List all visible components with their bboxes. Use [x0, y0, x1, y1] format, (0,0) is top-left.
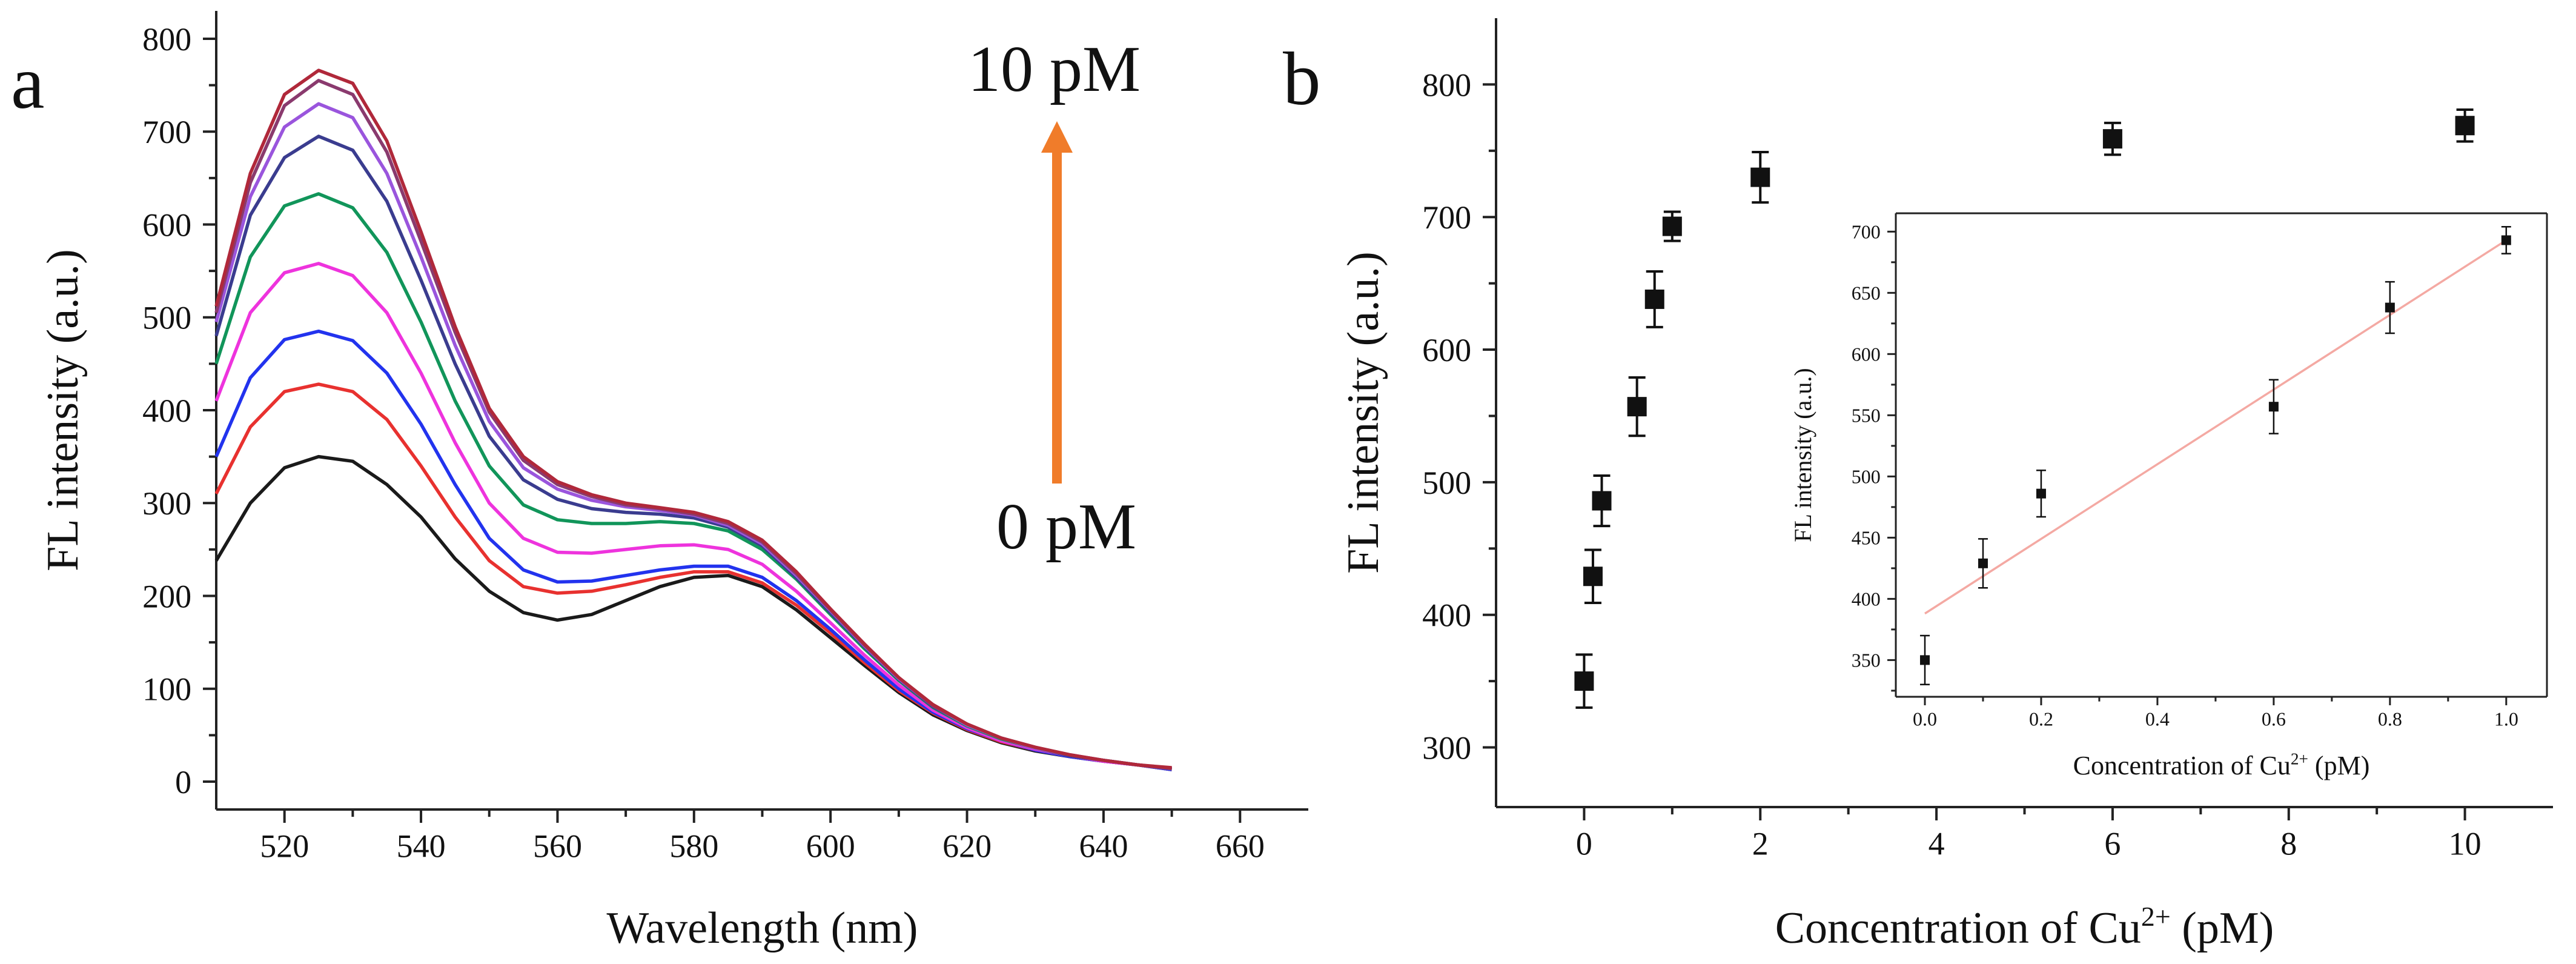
y-tick-label: 700 — [142, 114, 191, 150]
spectrum-line-6-pM — [214, 79, 1172, 771]
x-axis-label: Wavelength (nm) — [607, 903, 918, 953]
x-tick-label: 0.8 — [2378, 708, 2402, 730]
x-tick-label: 8 — [2280, 826, 2297, 862]
data-point — [2455, 116, 2475, 136]
data-point — [1750, 167, 1770, 187]
y-tick-label: 600 — [1422, 332, 1471, 368]
panel-b-letter: b — [1283, 38, 1321, 121]
y-tick-label: 300 — [1422, 730, 1471, 766]
x-tick-label: 560 — [533, 828, 582, 865]
data-point — [1592, 491, 1612, 511]
inset-data-point — [1919, 655, 1930, 665]
y-tick-label: 400 — [142, 393, 191, 429]
data-point — [1574, 671, 1594, 691]
x-tick-label: 0.4 — [2145, 708, 2170, 730]
x-tick-label: 520 — [260, 828, 309, 865]
data-point — [2102, 129, 2122, 149]
inset-chart: 0.0 0.2 0.4 0.6 0.8 1.0 350 400 450 500 550 600 650 7… — [1789, 212, 2548, 780]
inset-y-axis-label: FL intensity (a.u.) — [1789, 368, 1816, 542]
inset-data-point — [1978, 558, 1988, 568]
y-axis-label: FL intensity (a.u.) — [38, 249, 88, 571]
increase-arrow-icon — [1041, 121, 1073, 484]
annotation-10pm: 10 pM — [968, 33, 1141, 105]
y-axis-label: FL intensity (a.u.) — [1339, 251, 1388, 574]
y-tick-label: 650 — [1852, 282, 1881, 304]
x-tick-label: 0.2 — [2029, 708, 2053, 730]
y-tick-label: 500 — [142, 300, 191, 336]
annotation-0pm: 0 pM — [996, 491, 1136, 563]
spectrum-line-1-pM — [214, 135, 1172, 771]
x-tick-label: 600 — [806, 828, 855, 865]
y-tick-label: 200 — [142, 578, 191, 614]
y-tick-label: 400 — [1852, 588, 1881, 610]
y-tick-label: 350 — [1852, 650, 1881, 671]
inset-x-axis-label: Concentration of Cu2+ (pM) — [2073, 750, 2370, 780]
panel-a: a 520 540 560 580 600 620 640 66001002003004005… — [11, 11, 1308, 953]
panel-a-letter: a — [11, 41, 44, 125]
y-tick-label: 500 — [1852, 466, 1881, 488]
calibration-chart: 0 2 4 6 8 10 300 400 500 600 700 800 Concentration o… — [1339, 18, 2553, 953]
y-tick-label: 100 — [142, 671, 191, 708]
y-tick-label: 450 — [1852, 527, 1881, 549]
x-tick-label: 1.0 — [2494, 708, 2518, 730]
linear-fit-line — [1924, 239, 2507, 615]
inset-data-point — [2268, 402, 2279, 412]
x-tick-label: 4 — [1929, 826, 1945, 862]
x-axis-label: Concentration of Cu2+ (pM) — [1775, 901, 2274, 953]
x-tick-label: 0 — [1576, 826, 1592, 862]
x-tick-label: 2 — [1752, 826, 1769, 862]
inset-data-point — [2501, 235, 2511, 245]
x-tick-label: 580 — [669, 828, 718, 865]
x-tick-label: 540 — [397, 828, 446, 865]
panel-b: b 0 2 4 6 8 10 300 400 500 600 700 800 Concentration… — [1283, 18, 2553, 953]
data-point — [1662, 216, 1682, 236]
inset-data-point — [2385, 302, 2395, 313]
x-tick-label: 620 — [942, 828, 992, 865]
data-point — [1583, 567, 1603, 587]
y-tick-label: 800 — [1422, 67, 1471, 103]
y-tick-label: 700 — [1422, 199, 1471, 236]
y-tick-label: 400 — [1422, 597, 1471, 634]
spectrum-line-2-pM — [214, 102, 1172, 771]
x-tick-label: 660 — [1216, 828, 1265, 865]
data-point — [1644, 289, 1664, 309]
spectrum-line-10-pM — [214, 68, 1172, 770]
x-tick-label: 10 — [2449, 826, 2482, 862]
y-tick-label: 600 — [1852, 344, 1881, 365]
spectrum-line-0p8-pM — [214, 192, 1172, 771]
y-tick-label: 500 — [1422, 465, 1471, 501]
x-tick-label: 640 — [1079, 828, 1128, 865]
y-tick-label: 600 — [142, 207, 191, 243]
x-tick-label: 0.6 — [2262, 708, 2286, 730]
data-point — [1627, 397, 1647, 417]
inset-data-point — [2036, 488, 2046, 499]
x-tick-label: 6 — [2104, 826, 2121, 862]
x-tick-label: 0.0 — [1913, 708, 1937, 730]
y-tick-label: 0 — [175, 764, 191, 800]
y-tick-label: 700 — [1852, 221, 1881, 243]
y-tick-label: 800 — [142, 21, 191, 58]
y-tick-label: 300 — [142, 485, 191, 522]
y-tick-label: 550 — [1852, 405, 1881, 427]
spectra-chart: 520 540 560 580 600 620 640 660 0 100 200 300 400 500… — [38, 11, 1308, 953]
